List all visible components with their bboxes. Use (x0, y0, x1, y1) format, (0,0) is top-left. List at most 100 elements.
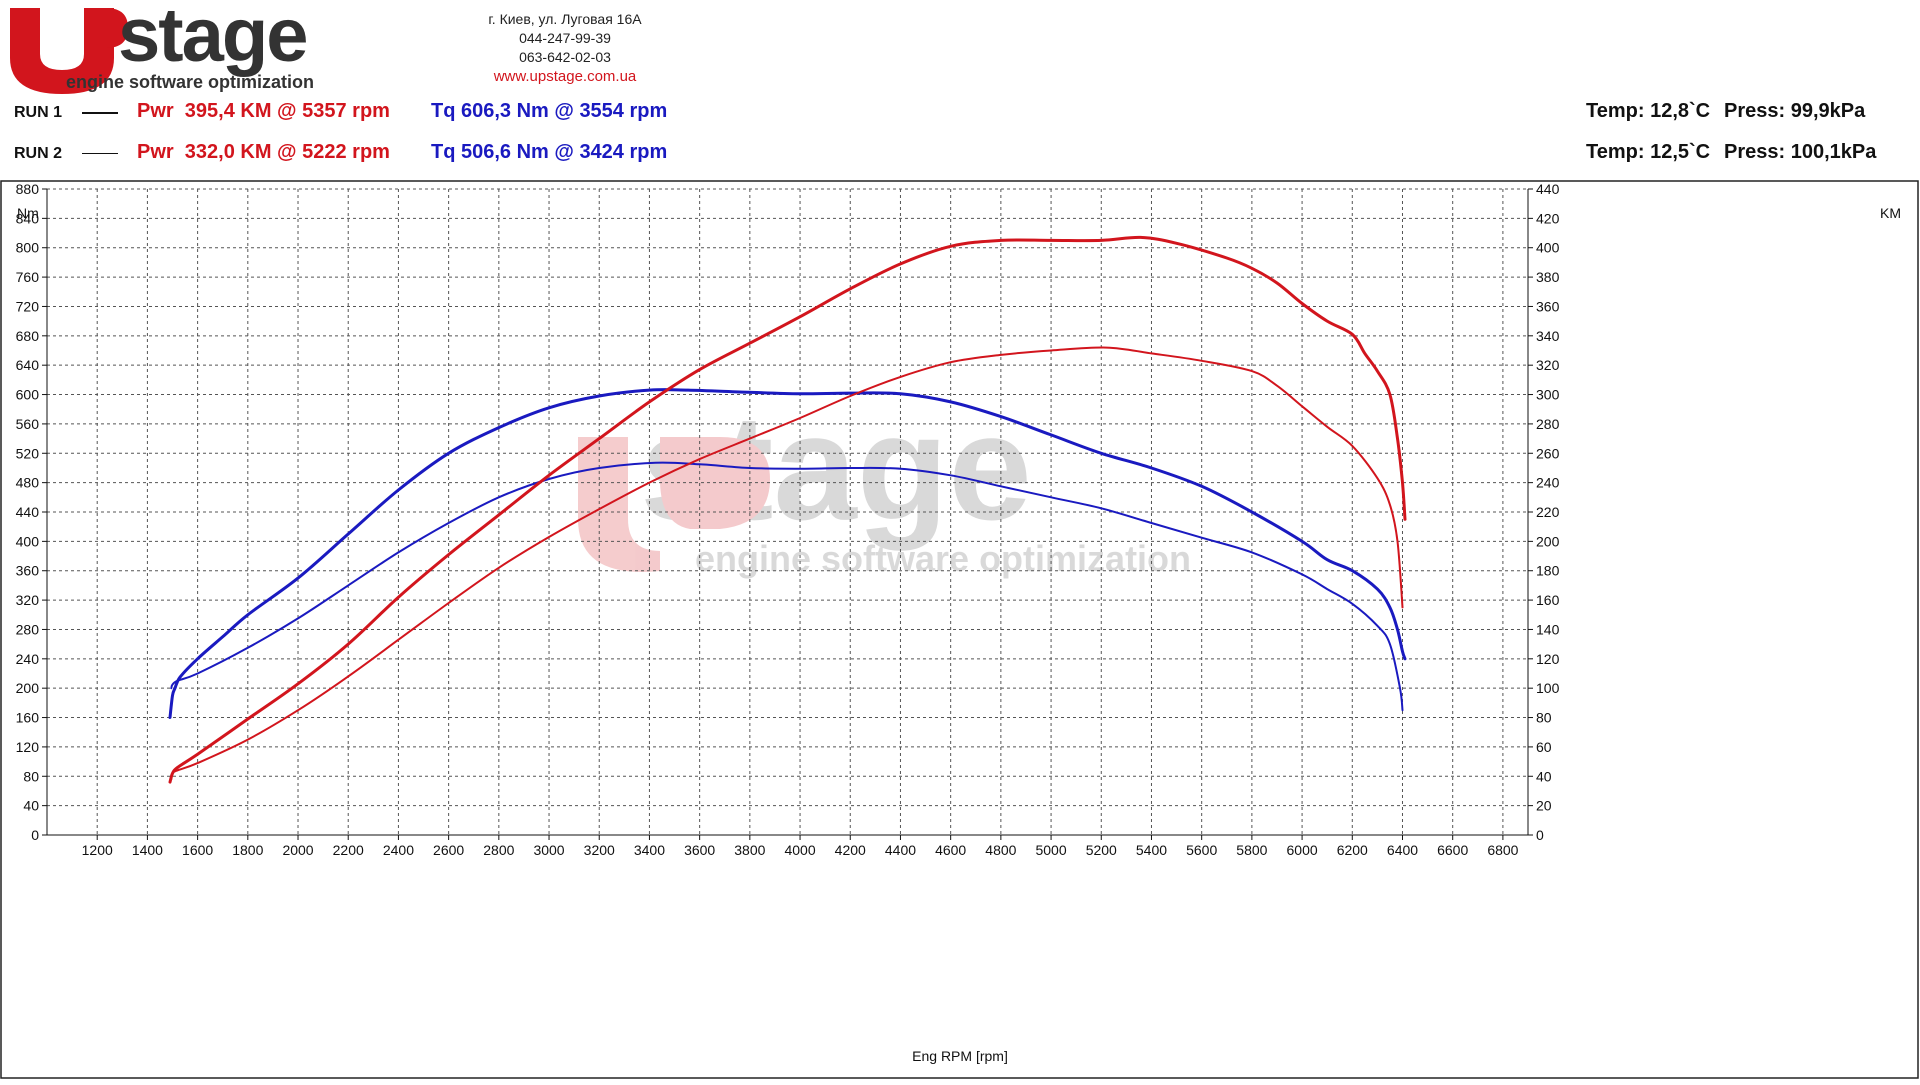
x-tick-label: 2600 (433, 842, 464, 858)
y-left-tick-label: 560 (16, 416, 40, 432)
y-left-tick-label: 160 (16, 710, 40, 726)
x-tick-label: 5600 (1186, 842, 1217, 858)
run-2-torque: Tq 506,6 Nm @ 3424 rpm (431, 141, 668, 163)
x-tick-label: 2400 (383, 842, 414, 858)
run-1-label: RUN 1 (14, 104, 63, 121)
y-left-tick-label: 840 (16, 210, 40, 226)
y-left-tick-label: 440 (16, 504, 40, 520)
axes: 1200 1400 1600 1800 2000 2200 2400 2600 2800 3000… (16, 181, 1560, 858)
y-left-tick-label: 80 (23, 768, 39, 784)
y-left-tick-label: 520 (16, 445, 40, 461)
y-left-tick-label: 280 (16, 621, 40, 637)
series-line-run-2-tq (170, 461, 1404, 712)
y-right-tick-label: 280 (1536, 416, 1560, 432)
x-tick-label: 2200 (333, 842, 364, 858)
y-right-tick-label: 380 (1536, 269, 1560, 285)
y-left-tick-label: 680 (16, 328, 40, 344)
watermark-word: stage (640, 383, 1032, 551)
run-2-temp: Temp: 12,5`C (1586, 141, 1711, 163)
y-right-tick-label: 340 (1536, 328, 1560, 344)
run-1-press: Press: 99,9kPa (1724, 100, 1866, 122)
watermark-tagline: engine software optimization (695, 538, 1191, 579)
y-right-tick-label: 420 (1536, 210, 1560, 226)
x-tick-label: 6200 (1337, 842, 1368, 858)
logo-word: stage (118, 0, 309, 78)
x-tick-label: 6800 (1487, 842, 1518, 858)
x-tick-label: 1800 (232, 842, 263, 858)
x-tick-label: 1200 (82, 842, 113, 858)
y-left-tick-label: 240 (16, 651, 40, 667)
y-axis-right-label: KM (1880, 205, 1901, 221)
y-left-tick-label: 0 (31, 827, 39, 843)
y-right-tick-label: 260 (1536, 445, 1560, 461)
y-left-tick-label: 320 (16, 592, 40, 608)
y-right-tick-label: 160 (1536, 592, 1560, 608)
x-tick-label: 3400 (634, 842, 665, 858)
y-right-tick-label: 220 (1536, 504, 1560, 520)
run-2-press: Press: 100,1kPa (1724, 141, 1877, 163)
x-axis-label: Eng RPM [rpm] (912, 1048, 1008, 1064)
series-line-run-2-pwr (170, 346, 1404, 781)
y-left-tick-label: 880 (16, 181, 40, 197)
x-tick-label: 3800 (734, 842, 765, 858)
y-right-tick-label: 180 (1536, 563, 1560, 579)
x-tick-label: 1600 (182, 842, 213, 858)
x-tick-label: 4200 (835, 842, 866, 858)
y-left-tick-label: 400 (16, 533, 40, 549)
x-tick-label: 2800 (483, 842, 514, 858)
x-tick-label: 6000 (1287, 842, 1318, 858)
y-right-tick-label: 240 (1536, 475, 1560, 491)
run-1-power: Pwr 395,4 KM @ 5357 rpm (137, 100, 390, 122)
y-right-tick-label: 60 (1536, 739, 1552, 755)
y-right-tick-label: 360 (1536, 298, 1560, 314)
y-left-tick-label: 120 (16, 739, 40, 755)
x-tick-label: 5000 (1035, 842, 1066, 858)
contact-block: г. Киев, ул. Луговая 16А 044-247-99-39 0… (440, 10, 690, 86)
y-right-tick-label: 120 (1536, 651, 1560, 667)
x-tick-label: 2000 (282, 842, 313, 858)
x-tick-label: 3000 (533, 842, 564, 858)
y-left-tick-label: 600 (16, 387, 40, 403)
x-tick-label: 3600 (684, 842, 715, 858)
y-right-tick-label: 320 (1536, 357, 1560, 373)
x-tick-label: 4800 (985, 842, 1016, 858)
y-right-tick-label: 400 (1536, 240, 1560, 256)
x-tick-label: 1400 (132, 842, 163, 858)
phone-2: 063-642-02-03 (519, 49, 611, 65)
series-line-run-1-pwr (168, 235, 1407, 784)
y-right-tick-label: 80 (1536, 710, 1552, 726)
y-right-tick-label: 140 (1536, 621, 1560, 637)
dyno-chart: stage engine software optimization 1200 14… (0, 179, 1920, 1080)
y-left-tick-label: 200 (16, 680, 40, 696)
x-tick-label: 5400 (1136, 842, 1167, 858)
x-tick-label: 4600 (935, 842, 966, 858)
run-2-label: RUN 2 (14, 145, 63, 162)
run-2-summary: RUN 2 Pwr 332,0 KM @ 5222 rpm Tq 506,6 N… (0, 141, 1920, 169)
x-tick-label: 4000 (784, 842, 815, 858)
y-right-tick-label: 440 (1536, 181, 1560, 197)
y-right-tick-label: 300 (1536, 387, 1560, 403)
phone-1: 044-247-99-39 (519, 30, 611, 46)
logo-tagline: engine software optimization (66, 72, 315, 92)
y-right-tick-label: 0 (1536, 827, 1544, 843)
run-1-summary: RUN 1 Pwr 395,4 KM @ 5357 rpm Tq 606,3 N… (0, 100, 1920, 128)
x-tick-label: 5200 (1086, 842, 1117, 858)
run-2-power: Pwr 332,0 KM @ 5222 rpm (137, 141, 390, 163)
y-left-tick-label: 640 (16, 357, 40, 373)
x-tick-label: 6600 (1437, 842, 1468, 858)
y-right-tick-label: 20 (1536, 798, 1552, 814)
y-left-tick-label: 800 (16, 240, 40, 256)
y-right-tick-label: 200 (1536, 533, 1560, 549)
x-tick-label: 5800 (1236, 842, 1267, 858)
upstage-logo: stage engine software optimization (6, 0, 406, 94)
series-group (168, 235, 1407, 784)
website-link[interactable]: www.upstage.com.ua (493, 68, 637, 85)
y-left-tick-label: 40 (23, 798, 39, 814)
chart-frame (0, 180, 1919, 1079)
watermark-u-mark (578, 437, 660, 572)
run-1-torque: Tq 606,3 Nm @ 3554 rpm (431, 100, 668, 122)
y-left-tick-label: 480 (16, 475, 40, 491)
grid (47, 188, 1528, 836)
